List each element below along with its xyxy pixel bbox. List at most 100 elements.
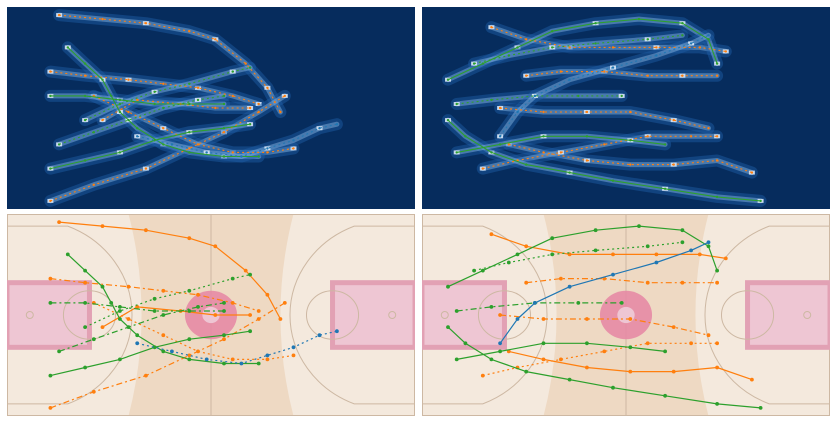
ball-point (204, 357, 209, 362)
team_a-point (698, 46, 701, 49)
team_a-point (127, 78, 130, 81)
team_b-point (188, 131, 191, 134)
team_a-point (266, 86, 269, 90)
team_b-point (135, 333, 140, 338)
team_b-point (715, 268, 719, 273)
team_a-point (57, 13, 61, 17)
team_a-point (144, 167, 148, 170)
team_a-point (611, 252, 615, 257)
ball-trajectory (499, 241, 709, 344)
trajectory-layer (446, 224, 763, 410)
team_b-point (153, 90, 156, 94)
team_a-point (291, 353, 296, 358)
team_a-point (48, 406, 53, 410)
ball-point (335, 123, 339, 126)
team_b-point (576, 301, 581, 305)
team_b-point (541, 341, 546, 346)
team_b-point (585, 341, 589, 346)
team_b-point (188, 102, 191, 106)
team_b-point (619, 301, 624, 305)
paint-left (422, 280, 507, 350)
free-throw-circle-left (477, 290, 532, 340)
team_a-point (214, 106, 217, 110)
team_b-point (153, 102, 156, 106)
team_b-point (516, 46, 519, 49)
team_a-point (602, 349, 607, 354)
ball-point (655, 54, 658, 57)
team_a-point (525, 74, 528, 77)
team_b-point (162, 106, 165, 110)
team_a-point (559, 276, 563, 281)
team_b-point (188, 151, 191, 154)
ball-point (533, 301, 537, 305)
team_b-point (118, 98, 122, 102)
team_b-point (593, 228, 598, 233)
team_b-point (83, 365, 87, 370)
team_a-point (542, 151, 545, 154)
team_a-point (126, 284, 131, 289)
team_a-point (629, 110, 632, 114)
team_b-point (446, 78, 450, 81)
team_b-point (222, 361, 226, 366)
team_b-point (489, 357, 494, 362)
team_b-point (585, 135, 589, 138)
team_a-point (646, 74, 649, 77)
ball-point (654, 260, 659, 265)
team_b-point (118, 102, 122, 106)
team_b-point (454, 309, 459, 313)
team_b-point (498, 349, 502, 354)
team_a-point (715, 280, 719, 285)
team_b-point (110, 94, 113, 98)
team_a-point (723, 256, 728, 261)
team_a-point (715, 135, 719, 138)
team_a-point (629, 163, 632, 166)
ball-point (170, 349, 174, 354)
team_a-point (490, 26, 493, 29)
team_a-point (645, 341, 650, 346)
ball-point (707, 34, 710, 37)
team_b-point (480, 268, 485, 273)
basketball-court (7, 214, 415, 416)
team_a-point (162, 127, 165, 130)
team_a-point (244, 62, 247, 65)
ball-point (318, 127, 321, 130)
paint-left (7, 280, 92, 350)
free-throw-circle-right (720, 290, 775, 340)
team_a-point (628, 369, 633, 374)
team_b-point (136, 127, 139, 130)
team_b-point (222, 94, 226, 98)
team_b-point (551, 46, 554, 49)
team_b-point (715, 402, 719, 406)
team_b-trajectory (50, 95, 224, 105)
team_b-point (196, 305, 200, 309)
team_b-point (637, 17, 641, 21)
team_b-point (455, 102, 458, 106)
team_a-point (671, 325, 676, 329)
team_b-point (118, 357, 122, 362)
team_a-point (541, 357, 546, 362)
team_a-point (707, 127, 710, 130)
team_b-point (629, 139, 632, 142)
ball-point (689, 248, 693, 253)
team_a-point (507, 143, 510, 146)
team_b-trajectory (84, 274, 251, 328)
ball-point (533, 94, 537, 98)
ball-point (611, 66, 615, 69)
team_a-point (92, 183, 96, 186)
team_b-point (222, 127, 226, 130)
team_b-point (83, 301, 87, 305)
team_b-point (645, 244, 650, 249)
ball-point (291, 345, 296, 350)
team_b-point (66, 46, 69, 49)
team_a-point (724, 50, 727, 53)
team_a-point (715, 365, 719, 370)
team_b-point (83, 94, 87, 98)
ball-point (265, 353, 270, 358)
team_b-point (118, 305, 122, 309)
team_a-point (681, 74, 684, 77)
team_a-trajectory (500, 314, 709, 336)
team_a-point (48, 276, 53, 281)
team_a-point (230, 357, 235, 362)
team_a-point (525, 38, 528, 41)
team_a-point (101, 17, 104, 21)
